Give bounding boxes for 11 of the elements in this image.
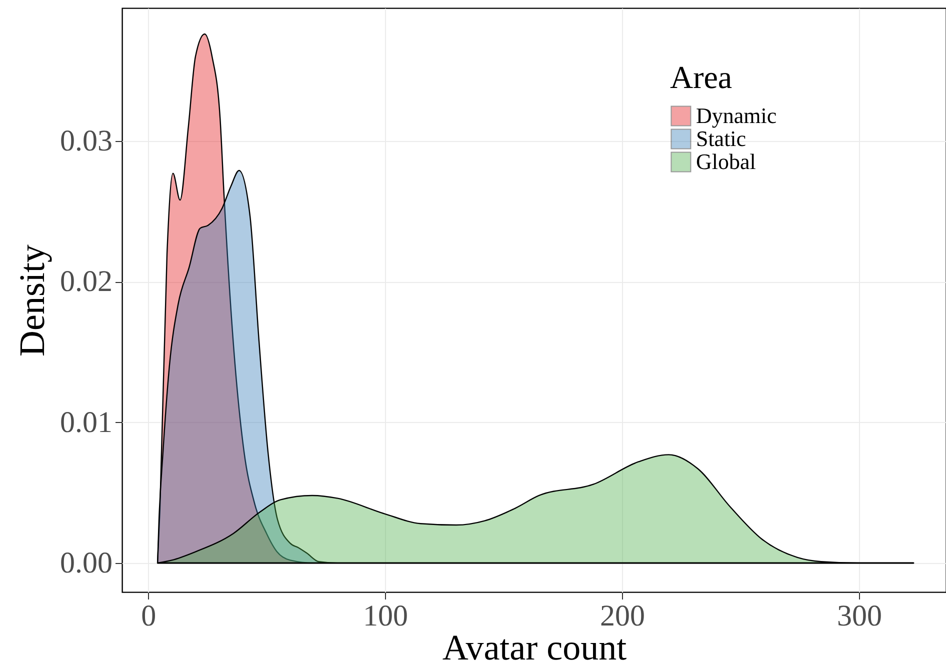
legend-label: Global — [696, 149, 756, 174]
y-axis-title: Density — [12, 244, 52, 356]
y-tick-label: 0.02 — [60, 265, 112, 298]
legend-title: Area — [670, 59, 732, 95]
x-tick-label: 0 — [141, 600, 156, 632]
x-tick-label: 300 — [837, 600, 882, 632]
y-tick-label: 0.00 — [60, 546, 112, 580]
x-tick-label: 100 — [363, 600, 408, 632]
y-tick-label: 0.01 — [60, 406, 112, 439]
legend-label: Dynamic — [696, 103, 777, 128]
y-tick-label: 0.03 — [60, 124, 112, 158]
